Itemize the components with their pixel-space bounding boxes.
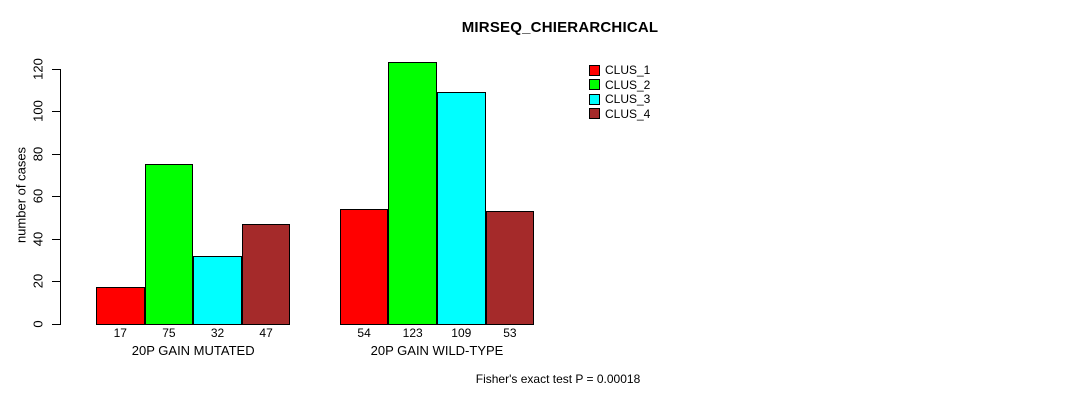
bar-clus_1-group1 (96, 287, 145, 325)
y-tick-mark (51, 323, 60, 325)
y-tick-label: 0 (30, 319, 46, 328)
y-axis-label: number of cases (13, 146, 29, 244)
y-tick-mark (51, 68, 60, 70)
y-tick-label: 120 (30, 57, 46, 80)
annotation-fisher-test: Fisher's exact test P = 0.00018 (475, 372, 641, 386)
legend-swatch-clus_2 (589, 79, 600, 91)
legend-item-label: CLUS_2 (605, 77, 651, 92)
legend-item: CLUS_2 (589, 78, 650, 93)
bar-clus_3-group2 (437, 91, 486, 325)
bar-value-label: 75 (162, 326, 176, 340)
bar-value-label: 53 (503, 326, 517, 340)
bar-clus_2-group1 (144, 164, 194, 325)
legend-swatch-clus_1 (589, 64, 600, 76)
y-tick-label: 60 (30, 188, 46, 204)
y-axis-line (59, 68, 61, 325)
bar-clus_1-group2 (339, 208, 389, 325)
bar-value-label: 17 (113, 326, 127, 340)
bar-value-label: 54 (357, 326, 371, 340)
legend-item-label: CLUS_4 (605, 106, 651, 121)
bar-clus_2-group2 (388, 62, 437, 325)
legend-item-label: CLUS_1 (605, 63, 651, 78)
legend-item: CLUS_1 (589, 63, 650, 78)
category-label: 20P GAIN MUTATED (131, 343, 255, 358)
legend-item: CLUS_4 (589, 107, 650, 122)
bar-value-label: 109 (451, 326, 472, 340)
y-tick-mark (51, 238, 60, 240)
bar-clus_4-group2 (485, 210, 535, 325)
y-tick-label: 40 (30, 231, 46, 246)
legend-swatch-clus_4 (589, 108, 600, 120)
y-tick-mark (51, 196, 60, 197)
y-tick-mark (51, 153, 60, 155)
bar-value-label: 32 (210, 326, 225, 340)
legend-item-label: CLUS_3 (605, 92, 651, 107)
y-tick-label: 100 (30, 100, 46, 122)
bar-clus_3-group1 (193, 255, 242, 325)
y-tick-mark (51, 111, 60, 112)
bar-value-label: 123 (402, 326, 423, 340)
bar-clus_4-group1 (241, 223, 291, 325)
legend-item: CLUS_3 (589, 92, 650, 107)
chart-title: MIRSEQ_CHIERARCHICAL (461, 19, 659, 36)
y-tick-label: 80 (30, 146, 46, 161)
bar-value-label: 47 (259, 326, 273, 340)
legend-swatch-clus_3 (589, 93, 600, 105)
y-tick-label: 20 (30, 273, 46, 289)
y-tick-mark (51, 281, 60, 282)
legend: CLUS_1 CLUS_2 CLUS_3 CLUS_4 (589, 63, 650, 121)
category-label: 20P GAIN WILD-TYPE (370, 343, 504, 358)
